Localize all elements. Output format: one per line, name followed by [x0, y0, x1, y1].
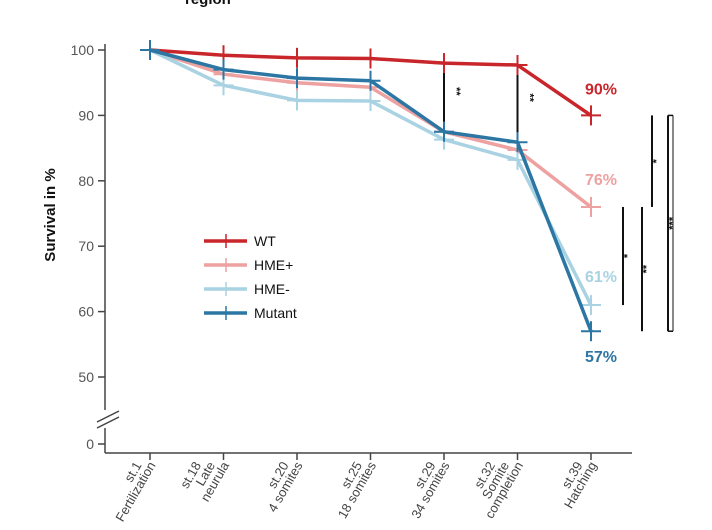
y-tick-label: 80 [78, 173, 94, 189]
data-point [434, 121, 454, 142]
end-value-label: 57% [585, 349, 617, 366]
y-axis-label: Survival in % [42, 168, 59, 261]
axes [96, 44, 632, 454]
significance-label: * [622, 253, 634, 258]
axis-break-mark [96, 410, 120, 423]
data-point [581, 196, 601, 217]
y-tick-label: 60 [78, 304, 94, 320]
significance-label: ** [524, 93, 536, 102]
legend-label: HME+ [254, 257, 293, 273]
data-point [213, 59, 234, 80]
end-value-label: 61% [585, 269, 617, 286]
significance-label: * [651, 158, 663, 163]
data-point [434, 53, 454, 74]
data-point [360, 70, 381, 91]
data-point [581, 105, 601, 126]
legend-label: WT [254, 233, 276, 249]
data-point [581, 295, 601, 316]
legend-item: WT [204, 233, 276, 249]
y-tick-label: 70 [78, 238, 94, 254]
end-value-label: 90% [585, 81, 617, 98]
significance-label: ** [450, 87, 462, 96]
data-point [507, 55, 528, 76]
axis-break-mark [96, 416, 120, 429]
data-point [507, 132, 528, 153]
clipped-title-fragment: region [185, 0, 231, 8]
y-ticks: 0 50 60 70 80 90 100 [71, 42, 105, 452]
end-value-label: 76% [585, 172, 617, 189]
legend-item: Mutant [204, 305, 297, 321]
y-tick-label: 90 [78, 107, 94, 123]
legend: WT HME+ HME- Mutant [204, 233, 297, 321]
data-point [140, 40, 160, 60]
significance-label: *** [667, 216, 679, 230]
y-tick-label: 50 [78, 369, 94, 385]
legend-item: HME+ [204, 257, 293, 273]
y-tick-label: 100 [71, 42, 95, 58]
data-point [287, 90, 307, 111]
legend-label: Mutant [254, 305, 297, 321]
data-point [287, 47, 307, 68]
data-point [360, 48, 381, 69]
series-lines: 90% 76% 61% 57% [140, 40, 617, 366]
significance-markers: *********** [443, 67, 679, 332]
data-point [581, 321, 601, 342]
legend-label: HME- [254, 281, 290, 297]
legend-item: HME- [204, 281, 290, 297]
y-tick-label: 0 [86, 436, 94, 452]
data-point [287, 68, 307, 89]
data-point [360, 91, 381, 112]
significance-label: ** [641, 264, 653, 273]
